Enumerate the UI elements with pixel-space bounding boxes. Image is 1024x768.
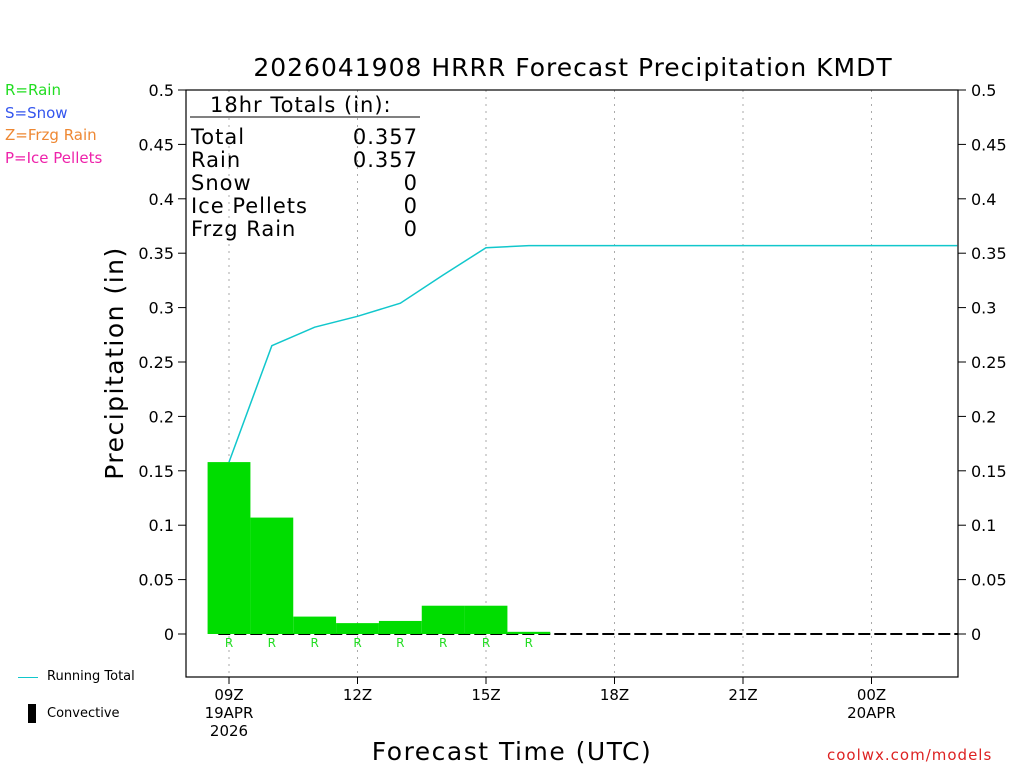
totals-label: Frzg Rain bbox=[191, 217, 296, 241]
totals-value: 0.357 bbox=[353, 125, 418, 149]
axes bbox=[178, 89, 966, 684]
chart-text: 0 00.05 0.050.1 0.10.15 0.150.2 0.20.25 0.250.… bbox=[100, 53, 1007, 766]
ytick-label-right: 0.1 bbox=[971, 516, 996, 535]
precip-type-marker: R bbox=[268, 636, 276, 650]
legend-rain: R=Rain bbox=[5, 81, 61, 99]
xtick-label: 15Z bbox=[471, 686, 500, 704]
chart-title: 2026041908 HRRR Forecast Precipitation K… bbox=[253, 53, 892, 82]
legend-convective: Convective bbox=[47, 706, 120, 721]
watermark: coolwx.com/models bbox=[827, 746, 993, 764]
precip-bar bbox=[250, 517, 294, 634]
ytick-label-left: 0.3 bbox=[149, 299, 174, 318]
ytick-label-left: 0.2 bbox=[149, 407, 174, 426]
x-axis-label: Forecast Time (UTC) bbox=[372, 737, 652, 766]
ytick-label-right: 0.5 bbox=[971, 81, 996, 100]
precip-bar bbox=[293, 616, 337, 634]
ytick-label-right: 0.05 bbox=[971, 571, 1007, 590]
xtick-label: 2026 bbox=[210, 722, 248, 740]
legend-running-total: Running Total bbox=[47, 669, 135, 684]
precip-bar bbox=[378, 620, 422, 634]
totals-label: Ice Pellets bbox=[191, 194, 308, 218]
gridlines bbox=[218, 90, 958, 677]
ytick-label-left: 0.4 bbox=[149, 190, 174, 209]
precip-bar bbox=[464, 605, 508, 634]
ytick-label-right: 0.25 bbox=[971, 353, 1007, 372]
convective-swatch bbox=[28, 704, 36, 723]
totals-label: Snow bbox=[191, 171, 252, 195]
xtick-label: 00Z bbox=[857, 686, 886, 704]
precip-type-marker: R bbox=[353, 636, 361, 650]
ytick-label-right: 0 bbox=[971, 625, 981, 644]
legend-frzg-rain: Z=Frzg Rain bbox=[5, 126, 97, 144]
precip-type-marker: R bbox=[225, 636, 233, 650]
y-axis-label: Precipitation (in) bbox=[100, 246, 129, 480]
legend-snow: S=Snow bbox=[5, 104, 68, 122]
precip-type-marker: R bbox=[310, 636, 318, 650]
ytick-label-left: 0.35 bbox=[138, 244, 174, 263]
xtick-label: 09Z bbox=[214, 686, 243, 704]
ytick-label-left: 0.25 bbox=[138, 353, 174, 372]
ytick-label-left: 0.5 bbox=[149, 81, 174, 100]
precip-bar bbox=[507, 631, 551, 634]
ytick-label-right: 0.45 bbox=[971, 135, 1007, 154]
ytick-label-right: 0.3 bbox=[971, 299, 996, 318]
xtick-label: 20APR bbox=[847, 704, 896, 722]
xtick-label: 18Z bbox=[600, 686, 629, 704]
ytick-label-left: 0.1 bbox=[149, 516, 174, 535]
ytick-label-right: 0.2 bbox=[971, 407, 996, 426]
running-total-swatch bbox=[18, 677, 38, 678]
running-total-line bbox=[228, 244, 958, 463]
precip-bar bbox=[207, 462, 251, 634]
precip-bar bbox=[421, 605, 465, 634]
legend-ice-pellets: P=Ice Pellets bbox=[5, 149, 103, 167]
ytick-label-left: 0.15 bbox=[138, 462, 174, 481]
ytick-label-left: 0 bbox=[164, 625, 174, 644]
plot-frame bbox=[185, 89, 959, 678]
ytick-label-right: 0.35 bbox=[971, 244, 1007, 263]
totals-value: 0 bbox=[404, 217, 418, 241]
xtick-label: 21Z bbox=[728, 686, 757, 704]
running-total-layer bbox=[228, 244, 958, 463]
precip-type-marker: R bbox=[482, 636, 490, 650]
ytick-label-right: 0.15 bbox=[971, 462, 1007, 481]
ytick-label-left: 0.05 bbox=[138, 571, 174, 590]
totals-value: 0.357 bbox=[353, 148, 418, 172]
xtick-label: 19APR bbox=[205, 704, 254, 722]
ytick-label-left: 0.45 bbox=[138, 135, 174, 154]
totals-label: Rain bbox=[191, 148, 241, 172]
precip-type-marker: R bbox=[525, 636, 533, 650]
precip-bar bbox=[336, 623, 379, 634]
precip-type-marker: R bbox=[396, 636, 404, 650]
ytick-label-right: 0.4 bbox=[971, 190, 996, 209]
totals-heading: 18hr Totals (in): bbox=[210, 93, 392, 117]
precip-type-marker: R bbox=[439, 636, 447, 650]
totals-value: 0 bbox=[404, 171, 418, 195]
xtick-label: 12Z bbox=[343, 686, 372, 704]
totals-value: 0 bbox=[404, 194, 418, 218]
totals-label: Total bbox=[190, 125, 245, 149]
